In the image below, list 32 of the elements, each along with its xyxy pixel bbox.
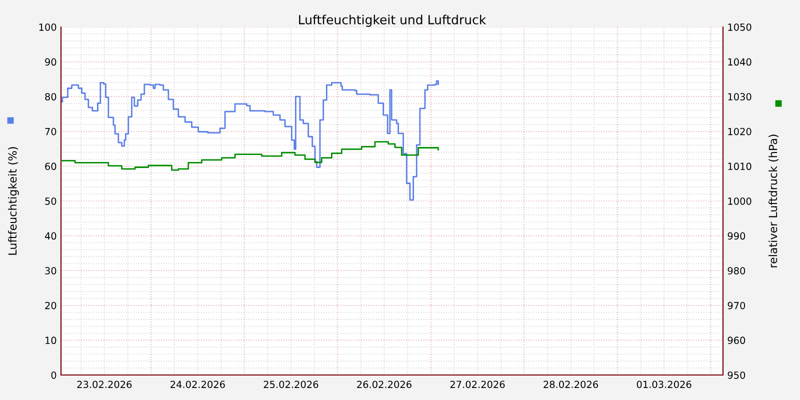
y-tick-label: 80 (45, 93, 56, 100)
y-axis-title: Luftfeuchtigkeit (%) (8, 147, 19, 255)
y2-tick-label: 1010 (728, 162, 752, 170)
y-tick-label: 10 (46, 336, 56, 344)
y2-tick-label: 1040 (728, 58, 752, 66)
y-tick-label: 20 (45, 302, 56, 310)
y2-tick-label: 1050 (728, 23, 752, 31)
x-tick-label: 23.02.2026 (77, 380, 132, 388)
y2-tick-label: 1020 (728, 128, 752, 136)
y2-tick-label: 1030 (728, 93, 752, 100)
y-tick-label: 70 (45, 128, 56, 136)
y2-tick-label: 1000 (728, 197, 752, 205)
x-tick-label: 27.02.2026 (450, 380, 505, 388)
x-tick-label: 01.03.2026 (636, 380, 692, 388)
y2-axis-title: relativer Luftdruck (hPa) (768, 134, 778, 268)
x-tick-label: 28.02.2026 (544, 380, 598, 388)
y-tick-label: 90 (45, 58, 56, 66)
y2-tick-label: 980 (728, 267, 746, 274)
chart-title: Luftfeuchtigkeit und Luftdruck (299, 14, 486, 27)
x-tick-label: 26.02.2026 (357, 380, 412, 388)
y-tick-label: 60 (45, 162, 56, 170)
y2-tick-label: 970 (728, 302, 746, 310)
y2-tick-label: 960 (728, 336, 746, 344)
x-tick-label: 24.02.2026 (170, 380, 225, 388)
y-tick-label: 100 (39, 23, 56, 31)
y2-tick-label: 990 (728, 232, 746, 240)
x-tick-label: 25.02.2026 (264, 380, 318, 388)
y-tick-label: 30 (45, 267, 56, 274)
y2-tick-label: 950 (728, 371, 746, 379)
y-tick-label: 0 (51, 371, 56, 379)
y-tick-label: 40 (44, 232, 56, 240)
y-tick-label: 50 (45, 197, 56, 205)
